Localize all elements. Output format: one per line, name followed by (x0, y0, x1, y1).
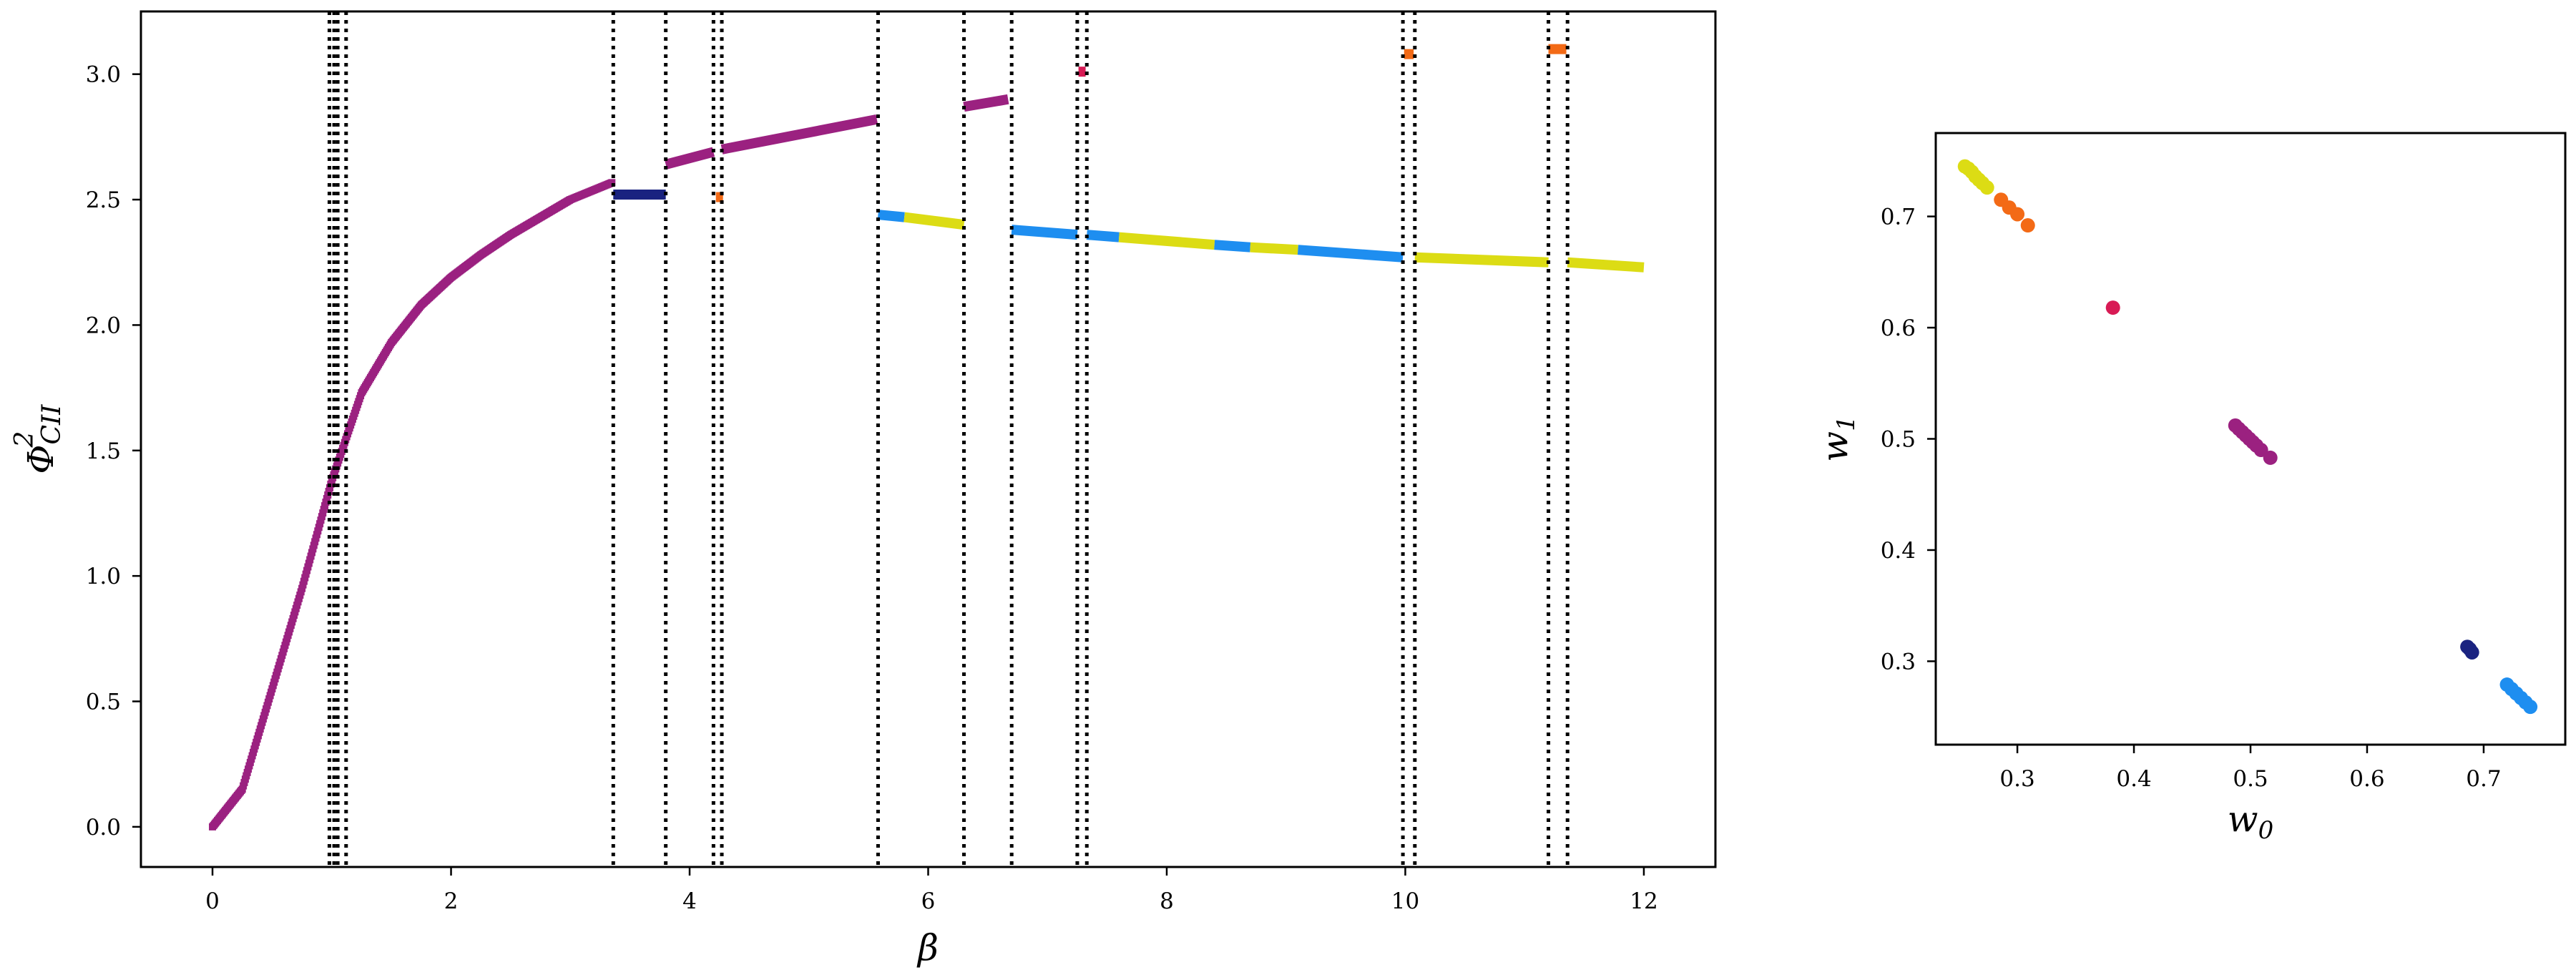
weights-y-axis-label: w1 (1814, 416, 1861, 461)
x-tick-label: 0.4 (2116, 766, 2151, 792)
y-tick-label: 3.0 (86, 62, 121, 88)
curve-marker (304, 563, 312, 571)
beta-phi-y-axis-label: ΦCII2 (10, 404, 67, 474)
y-tick-label: 0.6 (1881, 315, 1916, 341)
curve-marker (299, 581, 307, 589)
y-label-sup: 2 (10, 431, 39, 449)
x-tick-label: 12 (1630, 888, 1657, 914)
curve-marker (309, 545, 317, 553)
phase-segment-azure (877, 210, 905, 222)
x-tick-label: 0.5 (2233, 766, 2268, 792)
curve-marker (319, 509, 327, 517)
phase-segment-yellow (1567, 257, 1645, 273)
curve-marker (326, 484, 334, 491)
phase-segment-azure (1214, 240, 1251, 253)
curve-marker (313, 531, 320, 539)
x-tick-label: 0 (205, 888, 220, 914)
y-tick-label: 1.5 (86, 438, 121, 464)
beta-phi-y-ticks: 0.0 0.5 1.0 1.5 2.0 2.5 3.0 (86, 62, 141, 841)
weight-point (2263, 450, 2278, 465)
y-tick-label: 0.7 (1881, 205, 1916, 230)
x-tick-label: 0.6 (2349, 766, 2384, 792)
curve-marker (321, 502, 329, 510)
y-label-base: Φ (20, 445, 62, 474)
curve-marker (325, 487, 333, 495)
weights-data (1957, 159, 2538, 715)
weight-point (2523, 700, 2538, 715)
y-tick-label: 0.0 (86, 815, 121, 841)
weight-point (2464, 645, 2479, 660)
curve-marker (302, 570, 310, 578)
beta-phi-data (209, 44, 1645, 830)
curve-marker (320, 506, 328, 514)
weights-y-ticks: 0.3 0.4 0.5 0.6 0.7 (1881, 205, 1936, 675)
transition-lines (327, 11, 1569, 867)
curve-marker (311, 538, 319, 546)
weights-x-axis-label: w0 (2228, 798, 2273, 845)
curve-marker (314, 527, 322, 535)
x-tick-label: 10 (1391, 888, 1419, 914)
phase-segment-azure (1297, 245, 1404, 263)
curve-marker (301, 574, 309, 582)
x-tick-label: 0.3 (1999, 766, 2034, 792)
weight-point (2020, 218, 2035, 233)
weights-plot: 0.3 0.4 0.5 0.6 0.7 0.3 0.4 0.5 0.6 0.7 w0 w1 (1814, 132, 2567, 845)
curve-marker (312, 534, 320, 542)
y-tick-label: 2.5 (86, 187, 121, 213)
curve-marker (305, 559, 313, 567)
x-tick-label: 2 (444, 888, 459, 914)
curve-marker (298, 584, 306, 592)
curve-marker (323, 495, 330, 503)
y-tick-label: 0.3 (1881, 649, 1916, 675)
phase-segment-magenta (963, 94, 1009, 112)
curve-marker (307, 552, 315, 560)
beta-phi-x-axis-label: β (916, 927, 939, 969)
phase-segment-magenta (664, 147, 715, 170)
curve-marker (310, 542, 318, 549)
weight-point (2010, 207, 2025, 222)
curve-marker (608, 179, 616, 187)
y-tick-label: 0.4 (1881, 538, 1916, 564)
weight-point (2105, 300, 2120, 315)
beta-phi-x-ticks: 0 2 4 6 8 10 12 (205, 867, 1658, 914)
phase-segment-yellow (1414, 252, 1549, 268)
weights-x-ticks: 0.3 0.4 0.5 0.6 0.7 (1999, 745, 2502, 792)
x-tick-label: 4 (682, 888, 697, 914)
curve-marker (308, 549, 315, 557)
y-label-sub: CII (37, 404, 67, 445)
beta-phi-plot: 0 2 4 6 8 10 12 0.00.51.01.52.02.53.0 β ΦCII2 (10, 10, 1717, 969)
phase-segment-yellow (1118, 232, 1215, 250)
curve-marker (317, 516, 325, 524)
curve-marker (318, 513, 325, 521)
x-tick-label: 6 (921, 888, 936, 914)
beta-phi-curve (209, 179, 616, 830)
phase-segment-azure (1086, 230, 1120, 242)
x-tick-label: 0.7 (2466, 766, 2501, 792)
curve-marker (316, 520, 324, 528)
phase-segment-magenta (720, 114, 878, 155)
x-tick-label: 8 (1160, 888, 1174, 914)
phase-segment-azure (1011, 225, 1078, 240)
phase-segment-yellow (903, 212, 965, 230)
phase-segment-yellow (1250, 242, 1298, 255)
beta-phi-axes-frame (139, 10, 1717, 868)
weight-point (1979, 180, 1994, 195)
y-tick-label: 1.0 (86, 564, 121, 589)
curve-marker (322, 499, 330, 506)
y-tick-label: 0.5 (86, 690, 121, 715)
curve-marker (300, 577, 308, 585)
curve-marker (303, 567, 311, 574)
y-tick-label: 0.5 (1881, 427, 1916, 453)
curve-marker (315, 524, 323, 531)
y-tick-label: 2.0 (86, 313, 121, 338)
curve-marker (306, 556, 314, 564)
